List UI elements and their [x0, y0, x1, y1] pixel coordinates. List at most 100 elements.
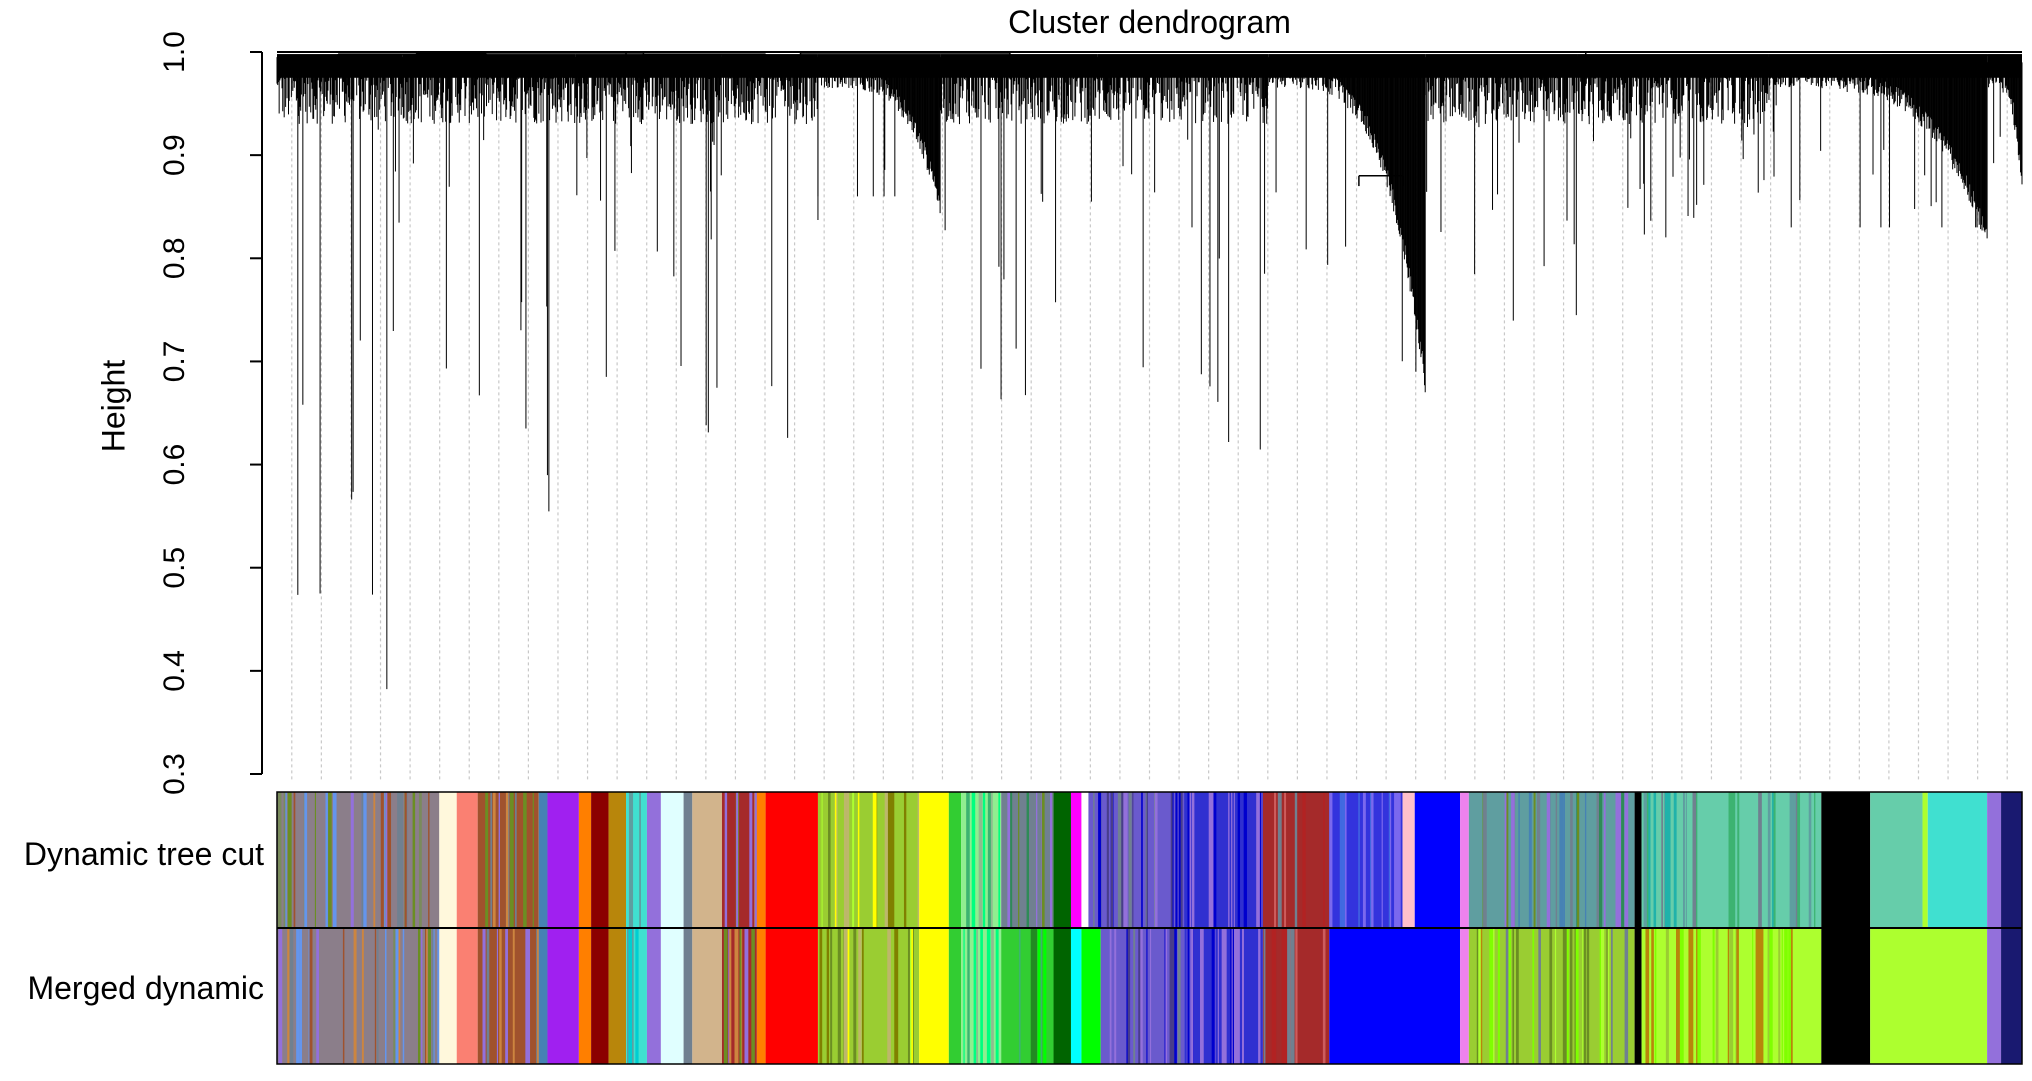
- color-stripe: [1124, 792, 1128, 928]
- color-stripe: [1126, 928, 1127, 1064]
- color-stripe: [1654, 792, 1657, 928]
- color-stripe: [1645, 792, 1647, 928]
- y-tick-label: 0.5: [158, 547, 191, 589]
- color-segment: [609, 928, 626, 1064]
- color-stripe: [1031, 928, 1035, 1064]
- color-stripe: [1258, 928, 1260, 1064]
- color-stripe: [1489, 928, 1493, 1064]
- color-stripe: [830, 928, 832, 1064]
- y-tick-label: 0.6: [158, 444, 191, 486]
- color-segment: [2001, 928, 2022, 1064]
- color-stripe: [885, 792, 889, 928]
- color-stripe: [1532, 928, 1534, 1064]
- color-stripe: [1242, 928, 1244, 1064]
- color-segment: [766, 928, 818, 1064]
- color-stripe: [1390, 792, 1391, 928]
- color-stripe: [499, 792, 500, 928]
- color-stripe: [1778, 928, 1780, 1064]
- color-stripe: [1036, 792, 1037, 928]
- color-stripe: [1358, 792, 1359, 928]
- color-stripe: [405, 792, 407, 928]
- color-stripe: [966, 792, 970, 928]
- color-stripe: [1597, 792, 1599, 928]
- color-stripe: [1604, 792, 1606, 928]
- color-stripe: [1674, 792, 1677, 928]
- color-segment: [1469, 792, 1635, 928]
- color-stripe: [1295, 928, 1297, 1064]
- color-stripe: [1498, 928, 1500, 1064]
- y-tick-label: 0.7: [158, 341, 191, 383]
- color-stripe: [1050, 792, 1052, 928]
- color-stripe: [1171, 792, 1173, 928]
- color-stripe: [967, 928, 969, 1064]
- color-stripe: [844, 792, 847, 928]
- color-stripe: [1611, 928, 1613, 1064]
- color-segment: [949, 792, 961, 928]
- color-stripe: [1010, 792, 1012, 928]
- color-stripe: [1175, 792, 1177, 928]
- color-stripe: [1146, 792, 1147, 928]
- color-segment: [647, 928, 661, 1064]
- color-stripe: [393, 928, 395, 1064]
- y-tick-label: 0.8: [158, 237, 191, 279]
- color-stripe: [1665, 792, 1668, 928]
- color-stripe: [315, 792, 316, 928]
- color-stripe: [413, 792, 416, 928]
- color-stripe: [1231, 792, 1232, 928]
- color-stripe: [513, 928, 515, 1064]
- color-stripe: [1684, 792, 1685, 928]
- color-stripe: [1666, 928, 1669, 1064]
- color-stripe: [304, 792, 307, 928]
- color-stripe: [533, 792, 534, 928]
- color-stripe: [377, 928, 379, 1064]
- color-stripe: [1758, 928, 1761, 1064]
- color-stripe: [1098, 792, 1101, 928]
- color-stripe: [1256, 792, 1260, 928]
- color-stripe: [373, 792, 375, 928]
- color-segment: [1987, 928, 2001, 1064]
- color-stripe: [387, 792, 391, 928]
- color-stripe: [1187, 928, 1189, 1064]
- color-stripe: [1729, 792, 1733, 928]
- color-stripe: [1478, 928, 1481, 1064]
- color-stripe: [333, 792, 337, 928]
- color-stripe: [428, 928, 431, 1064]
- dendrogram-cluster-band: [1769, 54, 1987, 78]
- color-segment: [1870, 792, 1922, 928]
- color-stripe: [1686, 792, 1687, 928]
- color-stripe: [991, 928, 994, 1064]
- color-stripe: [635, 928, 638, 1064]
- color-stripe: [1382, 792, 1383, 928]
- color-stripe: [1323, 792, 1325, 928]
- color-stripe: [725, 792, 727, 928]
- color-stripe: [1218, 928, 1219, 1064]
- color-stripe: [1223, 928, 1227, 1064]
- color-stripe: [844, 928, 848, 1064]
- color-segment: [539, 792, 548, 928]
- color-stripe: [1769, 928, 1773, 1064]
- color-stripe: [1651, 928, 1654, 1064]
- color-stripe: [499, 928, 501, 1064]
- color-stripe: [859, 928, 862, 1064]
- color-stripe: [328, 792, 332, 928]
- color-stripe: [1577, 792, 1579, 928]
- color-stripe: [1648, 928, 1649, 1064]
- color-stripe: [963, 928, 964, 1064]
- color-stripe: [1516, 928, 1519, 1064]
- color-stripe: [1363, 792, 1366, 928]
- color-stripe: [296, 928, 300, 1064]
- color-stripe: [1599, 792, 1602, 928]
- color-stripe: [432, 928, 434, 1064]
- color-segment: [609, 792, 626, 928]
- color-stripe: [1814, 792, 1815, 928]
- color-segment: [757, 792, 766, 928]
- color-stripe: [1212, 928, 1215, 1064]
- color-stripe: [1772, 792, 1774, 928]
- color-stripe: [979, 792, 981, 928]
- color-stripe: [1133, 928, 1135, 1064]
- color-stripe: [739, 928, 741, 1064]
- color-stripe: [527, 928, 530, 1064]
- color-stripe: [1284, 792, 1286, 928]
- color-stripe: [822, 792, 823, 928]
